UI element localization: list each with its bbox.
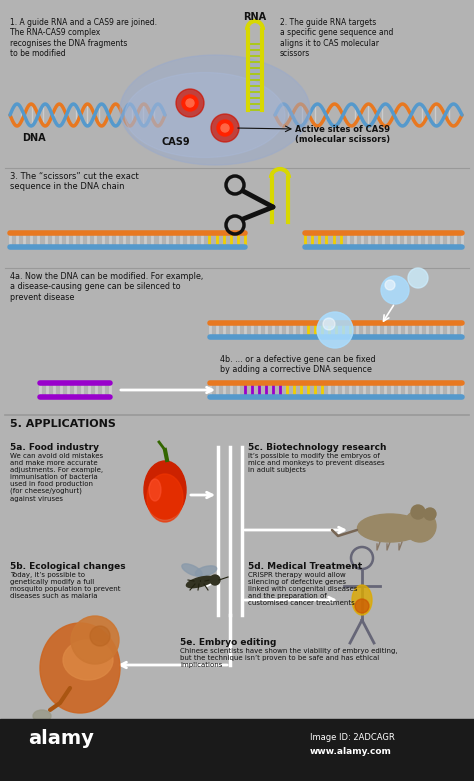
- Text: 5b. Ecological changes: 5b. Ecological changes: [10, 562, 126, 571]
- Ellipse shape: [120, 55, 310, 165]
- Circle shape: [424, 508, 436, 520]
- Text: 4a. Now the DNA can be modified. For example,
a disease-causing gene can be sile: 4a. Now the DNA can be modified. For exa…: [10, 272, 203, 301]
- Text: alamy: alamy: [28, 729, 94, 748]
- Circle shape: [411, 505, 425, 519]
- Ellipse shape: [352, 585, 372, 615]
- FancyBboxPatch shape: [0, 719, 474, 781]
- Circle shape: [404, 510, 436, 542]
- Ellipse shape: [357, 514, 422, 542]
- Circle shape: [71, 616, 119, 664]
- Circle shape: [408, 268, 428, 288]
- Text: Active sites of CAS9
(molecular scissors): Active sites of CAS9 (molecular scissors…: [295, 125, 390, 144]
- Circle shape: [176, 89, 204, 117]
- Circle shape: [186, 99, 194, 107]
- Circle shape: [317, 312, 353, 348]
- Ellipse shape: [33, 710, 51, 722]
- Ellipse shape: [125, 73, 285, 158]
- Ellipse shape: [147, 474, 183, 522]
- Ellipse shape: [355, 599, 369, 613]
- Text: 1. A guide RNA and a CAS9 are joined.
The RNA-CAS9 complex
recognises the DNA fr: 1. A guide RNA and a CAS9 are joined. Th…: [10, 18, 157, 59]
- Circle shape: [211, 114, 239, 142]
- Text: 5a. Food industry: 5a. Food industry: [10, 443, 99, 452]
- Text: 4b. ... or a defective gene can be fixed
by adding a corrective DNA sequence: 4b. ... or a defective gene can be fixed…: [220, 355, 375, 374]
- Circle shape: [217, 120, 233, 136]
- Text: Chinese scientists have shown the viability of embryo editing,
but the technique: Chinese scientists have shown the viabil…: [180, 648, 398, 668]
- Ellipse shape: [63, 640, 113, 680]
- Text: www.alamy.com: www.alamy.com: [310, 747, 392, 756]
- Ellipse shape: [195, 565, 217, 576]
- Circle shape: [323, 318, 335, 330]
- Ellipse shape: [186, 576, 214, 587]
- Circle shape: [381, 276, 409, 304]
- Circle shape: [182, 95, 198, 111]
- Text: 5d. Medical Treatment: 5d. Medical Treatment: [248, 562, 362, 571]
- Text: 5. APPLICATIONS: 5. APPLICATIONS: [10, 419, 116, 429]
- Text: Today, it’s possible to
genetically modify a full
mosquito population to prevent: Today, it’s possible to genetically modi…: [10, 572, 120, 599]
- Text: RNA: RNA: [244, 12, 266, 22]
- Circle shape: [90, 626, 110, 646]
- Circle shape: [210, 575, 220, 585]
- Text: 5c. Biotechnology research: 5c. Biotechnology research: [248, 443, 386, 452]
- Circle shape: [221, 124, 229, 132]
- Text: 5e. Embryo editing: 5e. Embryo editing: [180, 638, 276, 647]
- Text: CRISPR therapy would allow
silencing of defective genes
linked with congenital d: CRISPR therapy would allow silencing of …: [248, 572, 357, 606]
- Ellipse shape: [182, 564, 202, 576]
- Circle shape: [385, 280, 395, 290]
- Text: DNA: DNA: [22, 133, 46, 143]
- Text: We can avoid old mistakes
and make more accurate
adjustments. For example,
immun: We can avoid old mistakes and make more …: [10, 453, 103, 501]
- Text: 3. The “scissors” cut the exact
sequence in the DNA chain: 3. The “scissors” cut the exact sequence…: [10, 172, 139, 191]
- Ellipse shape: [144, 461, 186, 519]
- Text: 2. The guide RNA targets
a specific gene sequence and
aligns it to CAS molecular: 2. The guide RNA targets a specific gene…: [280, 18, 393, 59]
- Text: CAS9: CAS9: [162, 137, 191, 147]
- Ellipse shape: [149, 479, 161, 501]
- Text: Image ID: 2ADCAGR: Image ID: 2ADCAGR: [310, 733, 395, 742]
- Ellipse shape: [40, 623, 120, 713]
- Text: It’s possible to modify the embryos of
mice and monkeys to prevent diseases
in a: It’s possible to modify the embryos of m…: [248, 453, 384, 473]
